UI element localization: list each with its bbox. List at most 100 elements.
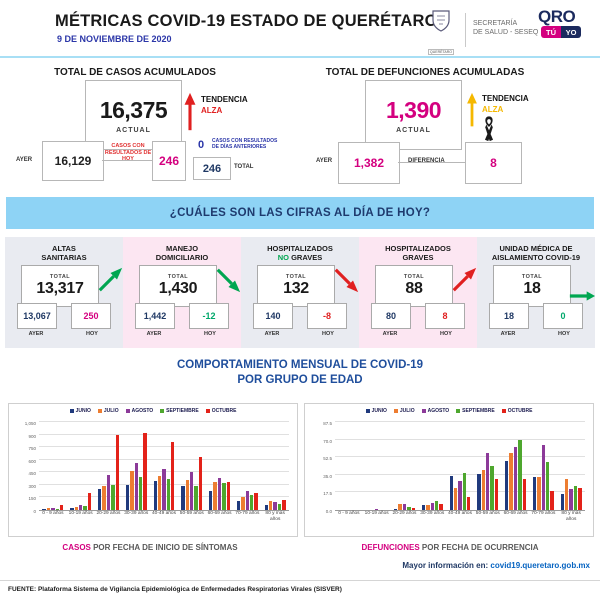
secretaria-line1: SECRETARÍA bbox=[473, 20, 518, 27]
bar bbox=[402, 503, 407, 510]
bar bbox=[462, 472, 467, 510]
x-tick-label: 50-59 años bbox=[475, 511, 500, 516]
trend-up-arrow-icon bbox=[184, 92, 196, 131]
x-tick-label: 10-19 años bbox=[68, 511, 93, 516]
bar bbox=[236, 500, 241, 510]
metric-card-title-line: SANITARIAS bbox=[41, 253, 87, 262]
yo-label: YO bbox=[561, 26, 581, 38]
x-axis-labels: 0 - 9 años 10-19 años 20-29 años 30-39 años… bbox=[39, 511, 289, 522]
gridline bbox=[335, 438, 585, 440]
y-tick-label: 600 bbox=[28, 458, 36, 464]
bar bbox=[282, 499, 286, 510]
bar bbox=[115, 435, 119, 510]
bar bbox=[393, 509, 398, 510]
bar-group bbox=[206, 422, 234, 510]
legend-swatch-icon bbox=[393, 409, 398, 413]
chart-caption: CASOS POR FECHA DE INICIO DE SÍNTOMAS bbox=[0, 543, 300, 552]
metric-total-value: 132 bbox=[283, 280, 309, 297]
metric-card-title-line: NO GRAVES bbox=[241, 253, 359, 262]
defunciones-trend-value: ALZA bbox=[482, 105, 504, 114]
metric-hoy-box: -8 bbox=[307, 303, 347, 329]
secretaria-line2: DE SALUD - SESEQ bbox=[473, 29, 539, 36]
metric-card-title: HOSPITALIZADOS NO GRAVES bbox=[241, 244, 359, 262]
bar bbox=[277, 503, 282, 510]
bar-groups bbox=[39, 422, 289, 510]
y-tick-label: 0 bbox=[33, 509, 36, 514]
metric-trend bbox=[450, 263, 478, 302]
defunciones-actual-box: 1,390 ACTUAL bbox=[365, 80, 462, 150]
bar-group bbox=[502, 422, 530, 510]
x-tick-label: 20-29 años bbox=[96, 511, 121, 516]
bar bbox=[138, 477, 143, 510]
x-tick-label: 0 - 9 años bbox=[338, 511, 360, 516]
y-tick-label: 70.0 bbox=[323, 438, 332, 444]
queretaro-crest-logo: QUERÉTARO bbox=[424, 9, 458, 58]
bar-group bbox=[233, 422, 261, 510]
bar bbox=[407, 506, 411, 510]
defunciones-diferencia-label: DIFERENCIA bbox=[408, 158, 445, 164]
bar bbox=[245, 490, 250, 510]
bar bbox=[430, 502, 434, 510]
defunciones-diferencia-box: 8 bbox=[465, 142, 522, 184]
defunciones-section-title: TOTAL DE DEFUNCIONES ACUMULADAS bbox=[325, 67, 525, 78]
qro-wordmark: QRO bbox=[538, 7, 576, 26]
bar-groups bbox=[335, 422, 585, 510]
bar bbox=[153, 481, 157, 510]
bar bbox=[269, 500, 273, 510]
gridline bbox=[39, 446, 289, 448]
x-tick-label: 30-39 años bbox=[124, 511, 149, 516]
metric-total-box: TOTAL 1,430 bbox=[139, 265, 217, 307]
bar bbox=[185, 480, 190, 510]
defunciones-ayer-label: AYER bbox=[316, 158, 333, 164]
x-tick-label: 40-49 años bbox=[152, 511, 177, 516]
caption-highlight: DEFUNCIONES bbox=[361, 543, 420, 552]
charts-title-line1: COMPORTAMIENTO MENSUAL DE COVID-19 bbox=[177, 359, 423, 371]
metric-trend bbox=[214, 263, 242, 302]
casos-ayer-label: AYER bbox=[16, 157, 33, 163]
bar bbox=[130, 471, 134, 510]
metric-hoy-label: HOY bbox=[204, 331, 216, 337]
metric-total-box: TOTAL 132 bbox=[257, 265, 335, 307]
covid-website-link[interactable]: covid19.queretaro.gob.mx bbox=[490, 561, 590, 570]
casos-section-title: TOTAL DE CASOS ACUMULADOS bbox=[54, 67, 216, 78]
legend-label: SEPTIEMBRE bbox=[462, 408, 495, 414]
bar bbox=[578, 487, 582, 510]
title-word: GRAVES bbox=[289, 253, 323, 262]
tu-label: TÚ bbox=[541, 26, 561, 38]
legend-item: AGOSTO bbox=[125, 408, 153, 414]
bar bbox=[250, 494, 254, 510]
bar bbox=[241, 496, 245, 510]
y-tick-label: 900 bbox=[28, 433, 36, 439]
casos-trend-value: ALZA bbox=[201, 106, 223, 115]
bar-group bbox=[529, 422, 557, 510]
metric-total-label: TOTAL bbox=[521, 274, 543, 280]
metric-total-box: TOTAL 13,317 bbox=[21, 265, 99, 307]
x-tick-label: 60-69 años bbox=[207, 511, 232, 516]
trend-right-arrow-icon bbox=[569, 291, 596, 301]
metric-trend bbox=[332, 263, 360, 302]
bar bbox=[477, 473, 481, 510]
bar bbox=[51, 508, 55, 510]
bar bbox=[490, 465, 494, 510]
bar bbox=[157, 476, 162, 510]
x-tick-label: 80 y más años bbox=[265, 511, 285, 522]
x-tick-label: 70-79 años bbox=[531, 511, 556, 516]
y-tick-label: 300 bbox=[28, 483, 36, 489]
today-figures-banner: ¿CUÁLES SON LAS CIFRAS AL DÍA DE HOY? bbox=[6, 197, 594, 229]
bar bbox=[458, 480, 462, 510]
bar-group bbox=[122, 422, 150, 510]
legend-item: JUNIO bbox=[365, 408, 387, 414]
defunciones-actual-value: 1,390 bbox=[385, 96, 442, 123]
bar bbox=[213, 482, 217, 510]
bar bbox=[546, 461, 550, 510]
source-footnote: FUENTE: Plataforma Sistema de Vigilancia… bbox=[8, 586, 342, 593]
bar-group bbox=[178, 422, 206, 510]
casos-anteriores-value: 0 bbox=[198, 139, 205, 151]
bar bbox=[453, 487, 458, 510]
bar bbox=[494, 478, 499, 510]
metric-ayer-label: AYER bbox=[264, 331, 280, 337]
bar bbox=[518, 439, 522, 510]
bar bbox=[264, 505, 269, 510]
bar bbox=[449, 475, 453, 510]
trend-up-arrow-icon bbox=[98, 267, 123, 292]
